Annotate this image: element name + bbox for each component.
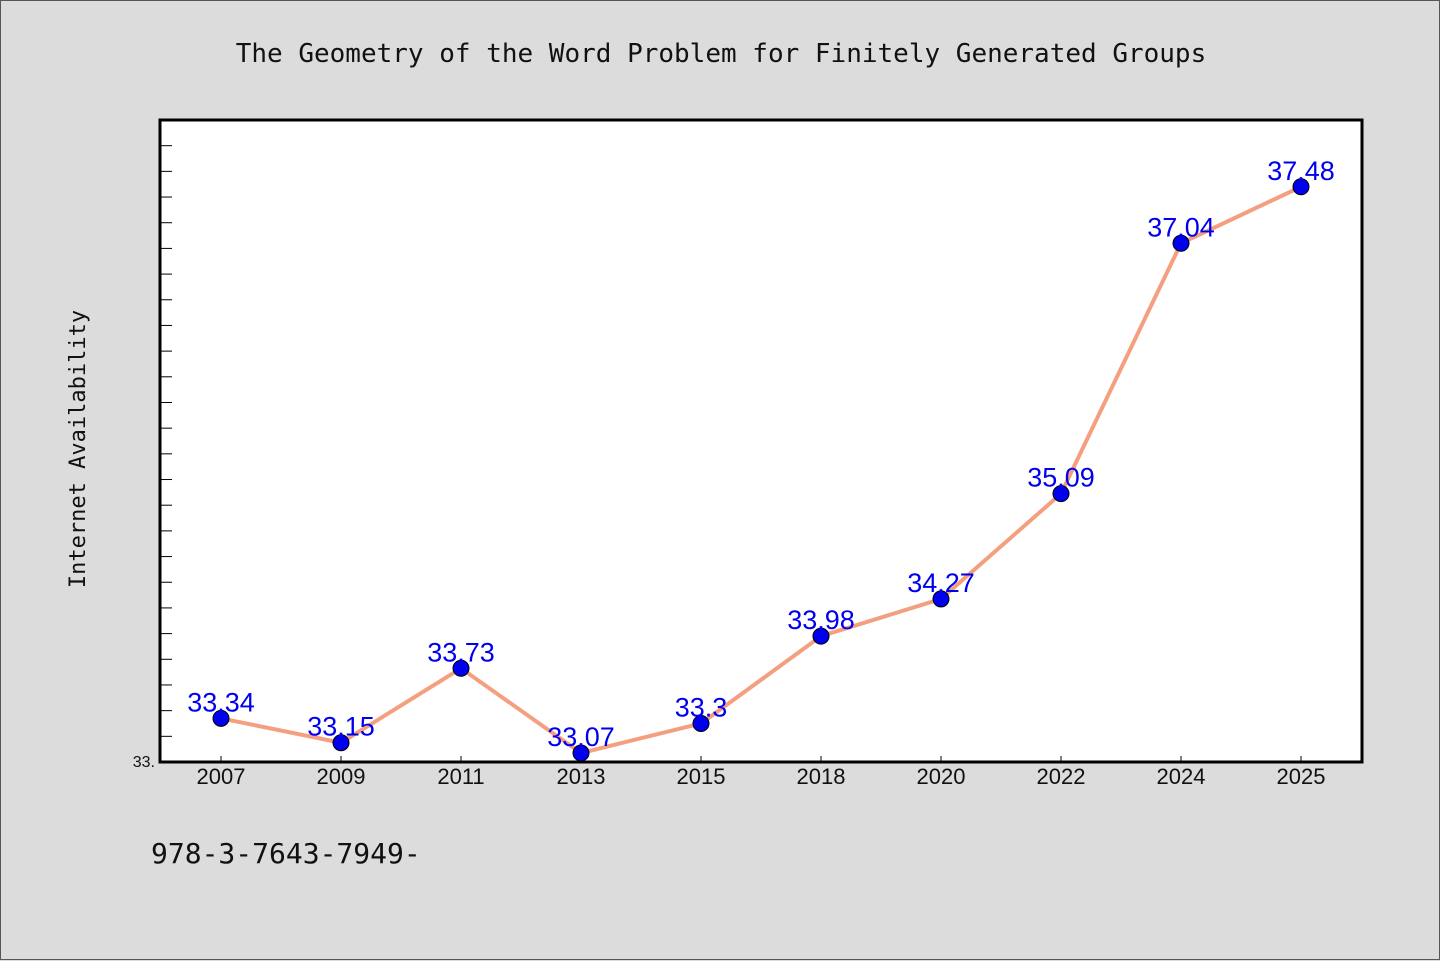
data-labels: 33.34 33.15 33.73 33.07 33.3 33.98 34.27 35.09 3… (187, 156, 1335, 752)
data-label: 33.98 (787, 605, 855, 635)
data-point (932, 590, 950, 608)
chart-title: The Geometry of the Word Problem for Fin… (236, 39, 1207, 69)
data-point (1052, 485, 1070, 503)
x-tick-label: 2009 (317, 764, 366, 789)
x-tick-label: 2024 (1157, 764, 1206, 789)
x-tick-label: 2018 (797, 764, 846, 789)
plot-area (158, 118, 1364, 764)
data-point (692, 714, 710, 732)
data-point (572, 744, 590, 762)
data-label: 33.73 (427, 637, 495, 667)
y-axis-label: Internet Availability (66, 310, 91, 588)
footer-text: 978-3-7643-7949- (151, 837, 421, 870)
x-tick-label: 2015 (677, 764, 726, 789)
data-label: 35.09 (1027, 463, 1095, 493)
data-point (452, 659, 470, 677)
series-group (212, 178, 1310, 762)
data-label: 33.3 (675, 692, 728, 722)
data-label: 34.27 (907, 568, 975, 598)
data-point (1292, 178, 1310, 196)
data-point (212, 709, 230, 727)
y-tick-label-min: 33. (133, 754, 155, 771)
y-axis-ticks (160, 145, 172, 737)
x-tick-label: 2011 (437, 764, 484, 789)
data-point (332, 734, 350, 752)
series-line (220, 184, 1302, 756)
x-tick-label: 2020 (917, 764, 966, 789)
x-tick-label: 2013 (557, 764, 606, 789)
data-point (812, 627, 830, 645)
x-tick-label: 2025 (1277, 764, 1326, 789)
data-label: 37.48 (1267, 156, 1335, 186)
data-label: 33.15 (307, 712, 375, 742)
data-point (1172, 234, 1190, 252)
data-label: 33.07 (547, 722, 615, 752)
x-tick-label: 2007 (197, 764, 246, 789)
data-label: 37.04 (1147, 212, 1215, 242)
data-label: 33.34 (187, 687, 255, 717)
x-tick-label: 2022 (1037, 764, 1086, 789)
x-axis: 2007 2009 2011 2013 2015 2018 2020 2022 2024 2025 (197, 756, 1326, 789)
